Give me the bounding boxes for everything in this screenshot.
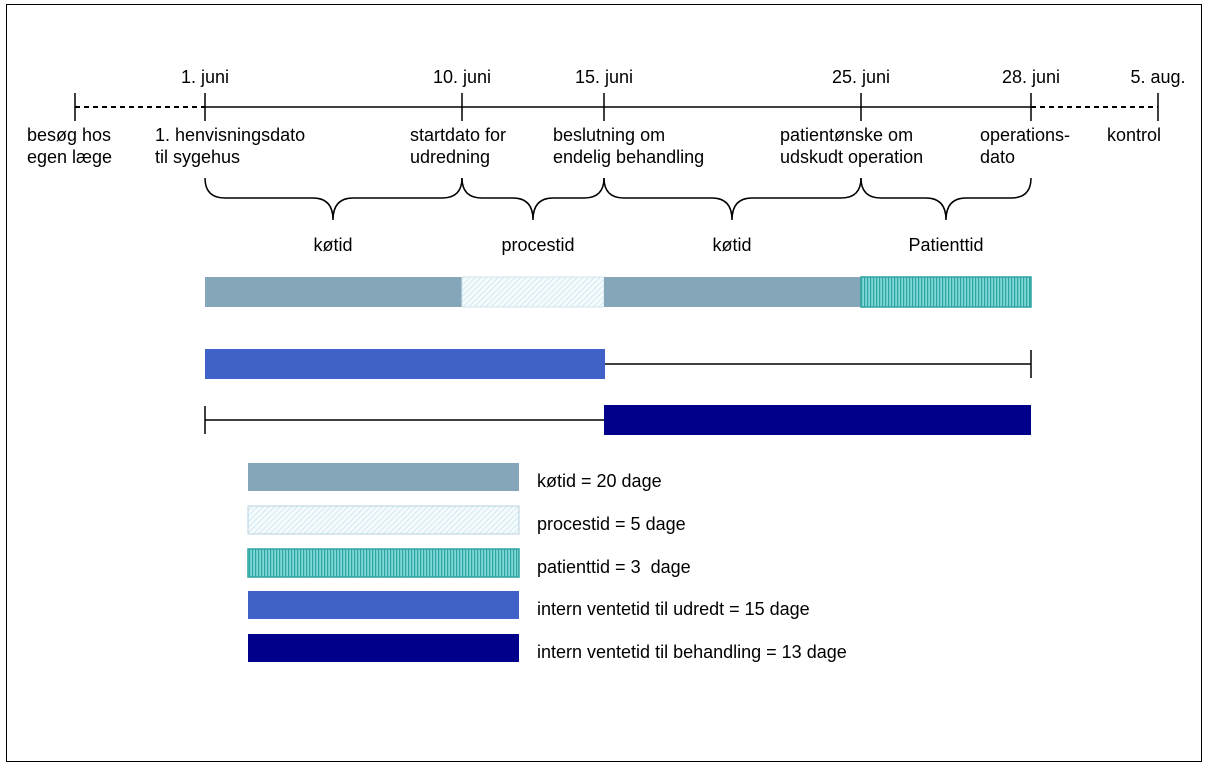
date-label: 1. juni <box>180 67 230 87</box>
event-label-line2: udredning <box>410 147 491 167</box>
legend-swatch-kotid <box>248 463 519 491</box>
period-label: procestid <box>501 235 575 255</box>
legend-swatch-procestid <box>247 505 520 535</box>
period-label: køtid <box>712 235 752 255</box>
event-label-line1: operations- <box>980 125 1071 145</box>
event-label-line2: endelig behandling <box>553 147 705 167</box>
event-label-line1: kontrol <box>1107 125 1162 145</box>
period-label: Patienttid <box>908 235 984 255</box>
brace-kotid-1 <box>204 177 463 221</box>
bar-intern-udredt <box>205 349 605 379</box>
event-label-line2: dato <box>980 147 1016 167</box>
date-label: 28. juni <box>1001 67 1061 87</box>
legend-label: intern ventetid til udredt = 15 dage <box>537 599 810 619</box>
brace-patienttid <box>860 177 1032 221</box>
bar-kotid-2 <box>604 277 861 307</box>
event-label-line2: til sygehus <box>155 147 241 167</box>
date-label: 5. aug. <box>1130 67 1186 87</box>
date-label: 15. juni <box>574 67 634 87</box>
period-label: køtid <box>313 235 353 255</box>
legend-swatch-behandling <box>248 634 519 662</box>
event-label-line2: udskudt operation <box>780 147 924 167</box>
bar-procestid <box>461 276 605 308</box>
legend-label: køtid = 20 dage <box>537 471 662 491</box>
brace-procestid <box>461 177 605 221</box>
brace-kotid-2 <box>603 177 862 221</box>
legend-label: intern ventetid til behandling = 13 dage <box>537 642 847 662</box>
date-label: 10. juni <box>432 67 492 87</box>
bar-patienttid <box>860 276 1032 308</box>
event-label-line1: besøg hos <box>27 125 112 145</box>
legend-label: procestid = 5 dage <box>537 514 686 534</box>
legend-swatch-patienttid <box>247 548 520 578</box>
bar-intern-behandling <box>604 405 1031 435</box>
event-label-line1: patientønske om <box>780 125 914 145</box>
legend-swatch-udredt <box>248 591 519 619</box>
bar-kotid-1 <box>205 277 462 307</box>
event-label-line1: startdato for <box>410 125 507 145</box>
event-label-line2: egen læge <box>27 147 113 167</box>
date-label: 25. juni <box>831 67 891 87</box>
legend-label: patienttid = 3 dage <box>537 557 691 577</box>
event-label-line1: 1. henvisningsdato <box>155 125 306 145</box>
timeline-graphics <box>74 93 1159 662</box>
event-label-line1: beslutning om <box>553 125 666 145</box>
